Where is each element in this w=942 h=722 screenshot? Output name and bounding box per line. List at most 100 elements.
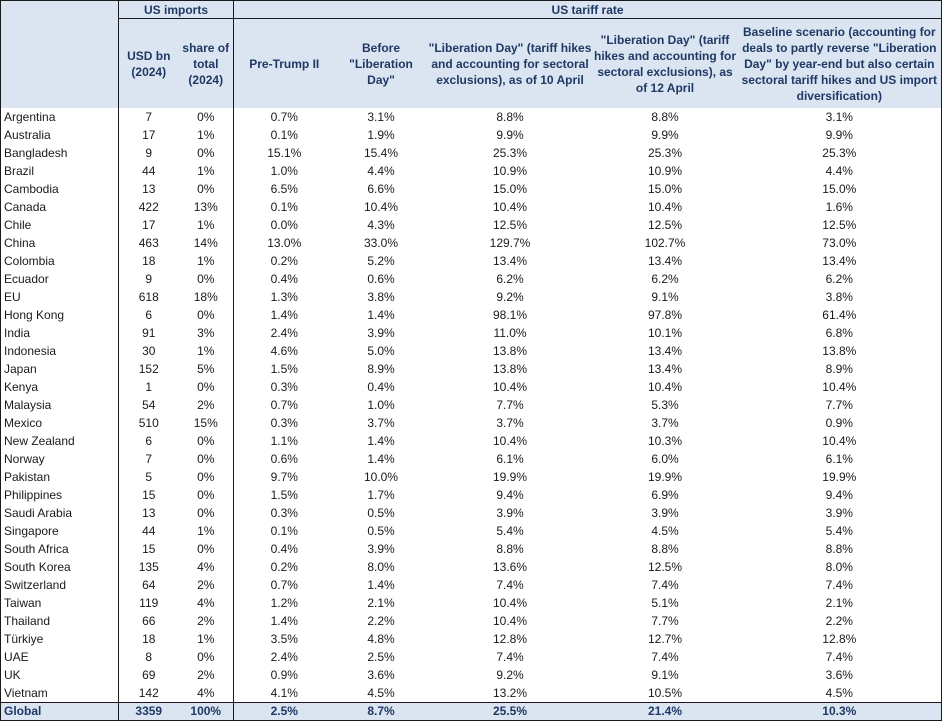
share-cell: 0% bbox=[178, 306, 235, 324]
country-cell: Cambodia bbox=[0, 180, 119, 198]
table-row: Vietnam 142 4% 4.1% 4.5% 13.2% 10.5% 4.5% bbox=[0, 684, 942, 703]
table-row: India 91 3% 2.4% 3.9% 11.0% 10.1% 6.8% bbox=[0, 324, 942, 342]
country-cell: Ecuador bbox=[0, 270, 119, 288]
share-cell: 2% bbox=[178, 396, 235, 414]
share-cell: 0% bbox=[178, 270, 235, 288]
liberation-10-april-cell: 19.9% bbox=[493, 470, 528, 484]
before-liberation-cell: 4.5% bbox=[367, 686, 395, 700]
pre-trump-cell: 13.0% bbox=[267, 236, 302, 250]
usd-bn-cell: 7 bbox=[118, 450, 179, 468]
col-header-liberation-10-april: "Liberation Day" (tariff hikes and accou… bbox=[427, 18, 593, 108]
usd-bn-cell: 44 bbox=[118, 162, 179, 180]
table-row: Japan 152 5% 1.5% 8.9% 13.8% 13.4% 8.9% bbox=[0, 360, 942, 378]
liberation-10-april-cell: 25.3% bbox=[493, 146, 528, 160]
baseline-cell: 12.8% bbox=[737, 630, 942, 648]
table-row: China 463 14% 13.0% 33.0% 129.7% 102.7% 73.0% bbox=[0, 234, 942, 252]
country-cell: Chile bbox=[0, 216, 119, 234]
before-liberation-cell: 10.4% bbox=[364, 200, 399, 214]
share-cell: 2% bbox=[178, 666, 235, 684]
col-header-before-liberation: Before "Liberation Day" bbox=[334, 18, 428, 108]
country-cell: Taiwan bbox=[0, 594, 119, 612]
liberation-10-april-cell: 10.9% bbox=[493, 164, 528, 178]
liberation-10-april-cell: 13.2% bbox=[493, 686, 528, 700]
global-liberation-10-april: 25.5% bbox=[427, 702, 593, 721]
share-cell: 0% bbox=[178, 180, 235, 198]
liberation-12-april-cell: 10.4% bbox=[648, 200, 683, 214]
pre-trump-cell: 2.4% bbox=[270, 650, 298, 664]
pre-trump-cell: 1.2% bbox=[270, 596, 298, 610]
country-cell: Philippines bbox=[0, 486, 119, 504]
baseline-cell: 2.2% bbox=[737, 612, 942, 630]
pre-trump-cell: 2.4% bbox=[270, 326, 298, 340]
country-cell: South Africa bbox=[0, 540, 119, 558]
baseline-cell: 8.8% bbox=[737, 540, 942, 558]
liberation-10-april-cell: 7.4% bbox=[496, 650, 524, 664]
before-liberation-cell: 4.3% bbox=[367, 218, 395, 232]
before-liberation-cell: 3.6% bbox=[367, 668, 395, 682]
pre-trump-cell: 0.2% bbox=[270, 560, 298, 574]
liberation-12-april-cell: 6.9% bbox=[651, 488, 679, 502]
baseline-cell: 4.5% bbox=[737, 684, 942, 703]
usd-bn-cell: 13 bbox=[118, 504, 179, 522]
pre-trump-cell: 15.1% bbox=[267, 146, 302, 160]
usd-bn-cell: 18 bbox=[118, 252, 179, 270]
baseline-cell: 2.1% bbox=[737, 594, 942, 612]
share-cell: 0% bbox=[178, 504, 235, 522]
liberation-12-april-cell: 5.1% bbox=[651, 596, 679, 610]
usd-bn-cell: 17 bbox=[118, 216, 179, 234]
pre-trump-cell: 4.6% bbox=[270, 344, 298, 358]
baseline-cell: 13.4% bbox=[737, 252, 942, 270]
liberation-10-april-cell: 129.7% bbox=[489, 236, 531, 250]
col-header-baseline: Baseline scenario (accounting for deals … bbox=[737, 18, 942, 108]
table-row: Cambodia 13 0% 6.5% 6.6% 15.0% 15.0% 15.0% bbox=[0, 180, 942, 198]
pre-trump-cell: 0.4% bbox=[270, 272, 298, 286]
liberation-12-april-cell: 15.0% bbox=[648, 182, 683, 196]
liberation-10-april-cell: 3.9% bbox=[496, 506, 524, 520]
share-cell: 0% bbox=[178, 468, 235, 486]
country-cell: Mexico bbox=[0, 414, 119, 432]
global-row: Global 3359 100% 2.5% 8.7% 25.5% 21.4% 1… bbox=[0, 702, 942, 721]
col-header-usd-bn: USD bn (2024) bbox=[118, 18, 179, 108]
share-cell: 4% bbox=[178, 594, 235, 612]
usd-bn-cell: 30 bbox=[118, 342, 179, 360]
usd-bn-cell: 5 bbox=[118, 468, 179, 486]
liberation-10-april-cell: 7.7% bbox=[496, 398, 524, 412]
liberation-12-april-cell: 13.4% bbox=[648, 344, 683, 358]
share-cell: 18% bbox=[178, 288, 235, 306]
usd-bn-cell: 7 bbox=[118, 108, 179, 126]
before-liberation-cell: 1.9% bbox=[367, 128, 395, 142]
pre-trump-cell: 0.0% bbox=[270, 218, 298, 232]
usd-bn-cell: 135 bbox=[118, 558, 179, 576]
share-cell: 0% bbox=[178, 540, 235, 558]
usd-bn-cell: 6 bbox=[118, 306, 179, 324]
usd-bn-cell: 119 bbox=[118, 594, 179, 612]
country-cell: UAE bbox=[0, 648, 119, 666]
pre-trump-cell: 0.9% bbox=[270, 668, 298, 682]
liberation-12-april-cell: 3.7% bbox=[651, 416, 679, 430]
baseline-cell: 3.6% bbox=[737, 666, 942, 684]
table-row: Australia 17 1% 0.1% 1.9% 9.9% 9.9% 9.9% bbox=[0, 126, 942, 144]
liberation-10-april-cell: 11.0% bbox=[493, 326, 527, 340]
baseline-cell: 6.8% bbox=[737, 324, 942, 342]
before-liberation-cell: 8.0% bbox=[367, 560, 395, 574]
pre-trump-cell: 1.5% bbox=[270, 362, 298, 376]
baseline-cell: 7.7% bbox=[737, 396, 942, 414]
baseline-cell: 10.4% bbox=[737, 378, 942, 396]
share-cell: 13% bbox=[178, 198, 235, 216]
liberation-12-april-cell: 7.4% bbox=[651, 650, 679, 664]
table-footer: Global 3359 100% 2.5% 8.7% 25.5% 21.4% 1… bbox=[0, 702, 942, 721]
country-cell: Vietnam bbox=[0, 684, 119, 703]
share-cell: 1% bbox=[178, 216, 235, 234]
col-header-liberation-12-april: "Liberation Day" (tariff hikes and accou… bbox=[592, 18, 738, 108]
usd-bn-cell: 9 bbox=[118, 270, 179, 288]
col-header-share: share of total (2024) bbox=[178, 18, 235, 108]
liberation-10-april-cell: 6.1% bbox=[496, 452, 524, 466]
liberation-12-april-cell: 9.1% bbox=[651, 290, 679, 304]
usd-bn-cell: 422 bbox=[118, 198, 179, 216]
pre-trump-cell: 1.5% bbox=[270, 488, 298, 502]
share-cell: 2% bbox=[178, 576, 235, 594]
pre-trump-cell: 0.7% bbox=[270, 110, 298, 124]
liberation-12-april-cell: 10.4% bbox=[648, 380, 683, 394]
liberation-10-april-cell: 10.4% bbox=[493, 380, 528, 394]
